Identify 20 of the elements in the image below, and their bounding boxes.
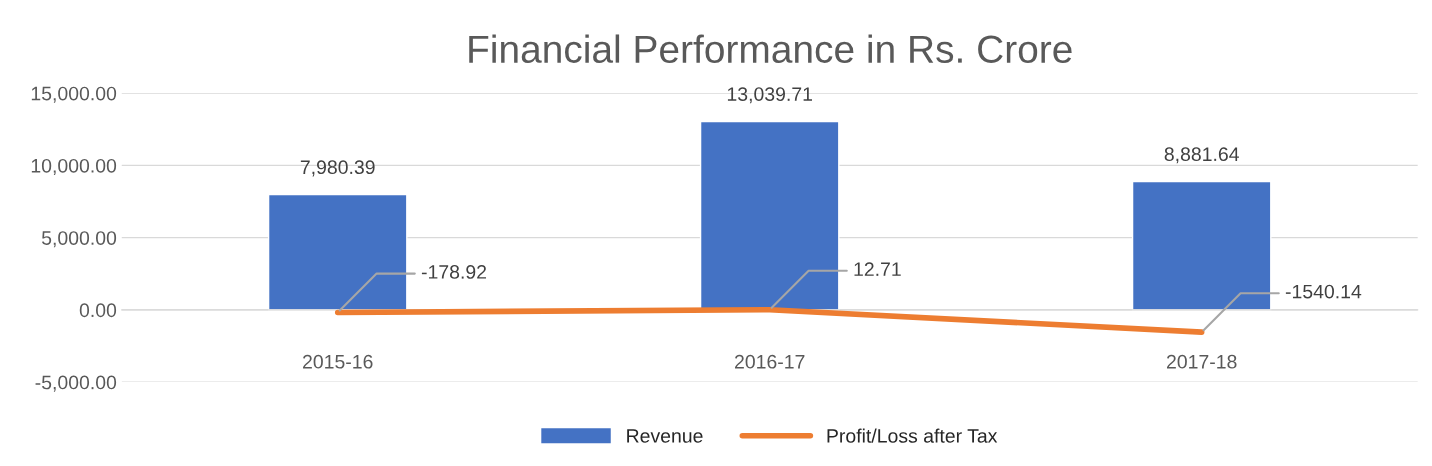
x-tick-label: 2015-16 [303,354,373,369]
legend-label: Revenue [627,429,703,443]
y-tick-label: 10,000.00 [31,158,117,175]
data-label: -178.92 [421,265,487,279]
data-label: 7,980.39 [300,160,375,177]
data-label: 8,881.64 [1164,147,1239,164]
data-label: -1540.14 [1285,284,1362,299]
bar [1131,180,1272,311]
bar [267,193,408,311]
chart-title: Financial Performance in Rs. Crore [469,34,1072,64]
bar [699,120,840,311]
x-tick-label: 2017-18 [1166,354,1237,369]
x-tick-label: 2016-17 [735,354,805,369]
data-label: 13,039.71 [727,87,813,104]
y-tick-label: 5,000.00 [41,231,117,248]
y-tick-label: -5,000.00 [35,375,117,392]
legend-label: Profit/Loss after Tax [827,428,998,443]
y-tick-label: 15,000.00 [31,86,117,103]
data-label: 12.71 [854,262,901,276]
y-tick-label: 0.00 [79,303,117,318]
